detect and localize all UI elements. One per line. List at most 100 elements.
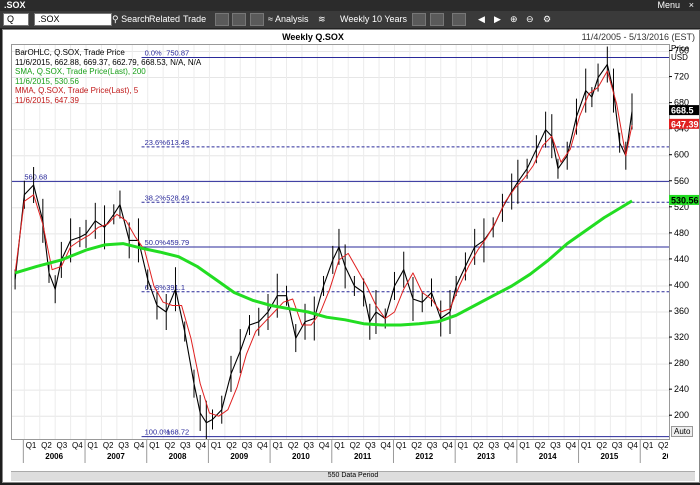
x-quarter-label: Q2 — [411, 441, 422, 450]
y-tick-label: 200 — [674, 410, 689, 420]
y-tick-label: 760 — [674, 46, 689, 56]
close-icon[interactable]: × — [688, 0, 694, 10]
x-quarter-label: Q3 — [550, 441, 561, 450]
tool-icon-3[interactable] — [250, 13, 264, 27]
fib-level-label: 0.0% — [145, 48, 162, 57]
x-quarter-label: Q3 — [612, 441, 623, 450]
tool-icon-1[interactable] — [215, 13, 229, 27]
x-quarter-label: Q3 — [427, 441, 438, 450]
x-quarter-label: Q2 — [41, 441, 52, 450]
fib-level-label: 100.0% — [145, 428, 171, 437]
date-range: 11/4/2005 - 5/13/2016 (EST) — [581, 32, 695, 42]
x-quarter-label: Q4 — [72, 441, 83, 450]
series-line-1 — [14, 70, 633, 417]
x-year-label: 2009 — [230, 452, 248, 461]
analysis-icon: ≈ — [268, 14, 273, 24]
draw-icon[interactable] — [412, 13, 426, 27]
x-quarter-label: Q3 — [242, 441, 253, 450]
x-year-label: 2014 — [539, 452, 557, 461]
fib-level-label: 50.0% — [145, 238, 167, 247]
x-quarter-label: Q1 — [87, 441, 98, 450]
legend-values-mma: 11/6/2015, 647.39 — [15, 95, 79, 105]
scroll-right-icon[interactable]: ▶ — [494, 14, 501, 24]
add-icon[interactable] — [452, 13, 466, 27]
x-quarter-label: Q4 — [257, 441, 268, 450]
currency-label: USD — [671, 53, 688, 62]
fib-level-value: 168.72 — [166, 428, 189, 437]
zoom-in-icon[interactable]: ⊕ — [510, 14, 518, 24]
auto-button[interactable]: Auto — [671, 426, 694, 437]
x-quarter-label: Q4 — [627, 441, 638, 450]
title-bar: .SOX Menu × — [0, 0, 700, 11]
x-quarter-label: Q2 — [226, 441, 237, 450]
last-price-tag — [669, 194, 699, 205]
analysis-label: Analysis — [274, 14, 309, 24]
legend-series-ohlc: BarOHLC, Q.SOX, Trade Price — [15, 48, 125, 57]
y-tick-label: 400 — [674, 280, 689, 290]
y-tick-label: 560 — [674, 176, 689, 186]
x-quarter-label: Q1 — [272, 441, 283, 450]
period-select[interactable]: Weekly — [340, 14, 370, 24]
x-axis-ticks: Q1 Q2 Q3 Q4 Q1 Q2 Q3 Q4 Q1 Q2 Q3 Q4 Q1 Q2 Q3 Q4 Q1 Q2 Q3 Q4… — [22, 439, 681, 463]
series-line-2 — [14, 199, 633, 327]
search-label: Search — [121, 14, 150, 24]
y-tick-label: 720 — [674, 72, 689, 82]
x-quarter-label: Q3 — [180, 441, 191, 450]
x-quarter-label: Q1 — [396, 441, 407, 450]
y-tick-label: 440 — [674, 254, 689, 264]
toolbar: Q .SOX ⚲ Search Related Trade ≈ Analysis… — [0, 11, 700, 29]
period-bar-label: 550 Data Period — [327, 472, 379, 479]
related-button[interactable]: Related — [149, 14, 181, 24]
last-price-tag — [669, 105, 699, 116]
x-year-label: 2015 — [600, 452, 618, 461]
x-quarter-label: Q4 — [442, 441, 453, 450]
y-tick-label: 520 — [674, 202, 689, 212]
last-price-tag-text: 530.56 — [671, 195, 699, 205]
copy-icon — [232, 13, 246, 27]
x-quarter-label: Q2 — [350, 441, 361, 450]
y-tick-label: 240 — [674, 384, 689, 394]
x-quarter-label: Q2 — [103, 441, 114, 450]
x-quarter-label: Q2 — [473, 441, 484, 450]
bars-icon — [430, 13, 444, 27]
data-period-bar[interactable]: 550 Data Period — [11, 471, 695, 481]
fib-level-value: 613.48 — [166, 138, 189, 147]
price-axis[interactable]: Price USD 200 240 280 320 360 400 440 480 520 560… — [669, 44, 699, 438]
legend-series-sma: SMA, Q.SOX, Trade Price(Last), 200 — [15, 67, 146, 76]
plot-area[interactable]: 0.0% 750.87 23.6% 613.48 38.2% 528.49 50.0% 459… — [11, 44, 670, 440]
chart-panel: Weekly Q.SOX 11/4/2005 - 5/13/2016 (EST)… — [2, 29, 700, 483]
y-tick-label: 280 — [674, 358, 689, 368]
range-select[interactable]: 10 Years — [372, 14, 408, 24]
support-line-label: 560.68 — [24, 172, 47, 181]
wave-icon[interactable]: ≋ — [318, 14, 326, 24]
settings-icon[interactable]: ⚙ — [543, 14, 552, 24]
search-icon: ⚲ — [112, 14, 119, 24]
last-price-tag-text: 668.5 — [671, 106, 694, 116]
x-quarter-label: Q3 — [488, 441, 499, 450]
x-quarter-label: Q1 — [643, 441, 654, 450]
y-axis-ticks: 2002402803203604004404805205606006406807… — [669, 46, 699, 420]
x-year-label: 2013 — [477, 452, 495, 461]
fib-level-value: 528.49 — [166, 193, 189, 202]
x-quarter-label: Q2 — [288, 441, 299, 450]
fib-level-label: 38.2% — [145, 193, 167, 202]
fib-level-label: 23.6% — [145, 138, 167, 147]
x-year-label: 2011 — [354, 452, 372, 461]
add-study-icon — [452, 13, 466, 27]
trade-button[interactable]: Trade — [183, 14, 207, 24]
x-quarter-label: Q4 — [566, 441, 577, 450]
tool-icon-2[interactable] — [232, 13, 246, 27]
search-button[interactable]: ⚲ Search — [112, 13, 150, 26]
analysis-button[interactable]: ≈ Analysis — [268, 13, 308, 26]
time-axis[interactable]: Q1 Q2 Q3 Q4 Q1 Q2 Q3 Q4 Q1 Q2 Q3 Q4 Q1 Q2 Q3 Q4 Q1 Q2 Q3 Q4… — [11, 439, 681, 471]
symbol-input[interactable]: .SOX — [34, 13, 112, 26]
x-quarter-label: Q4 — [195, 441, 206, 450]
price-label: Price — [671, 44, 690, 53]
menu-button[interactable]: Menu — [657, 0, 680, 10]
zoom-out-icon[interactable]: ⊖ — [526, 14, 534, 24]
chart-type-icon[interactable] — [430, 13, 444, 27]
x-quarter-label: Q1 — [211, 441, 222, 450]
scroll-left-icon[interactable]: ◀ — [478, 14, 485, 24]
last-price-tag — [669, 118, 699, 129]
symbol-type-select[interactable]: Q — [3, 13, 29, 26]
